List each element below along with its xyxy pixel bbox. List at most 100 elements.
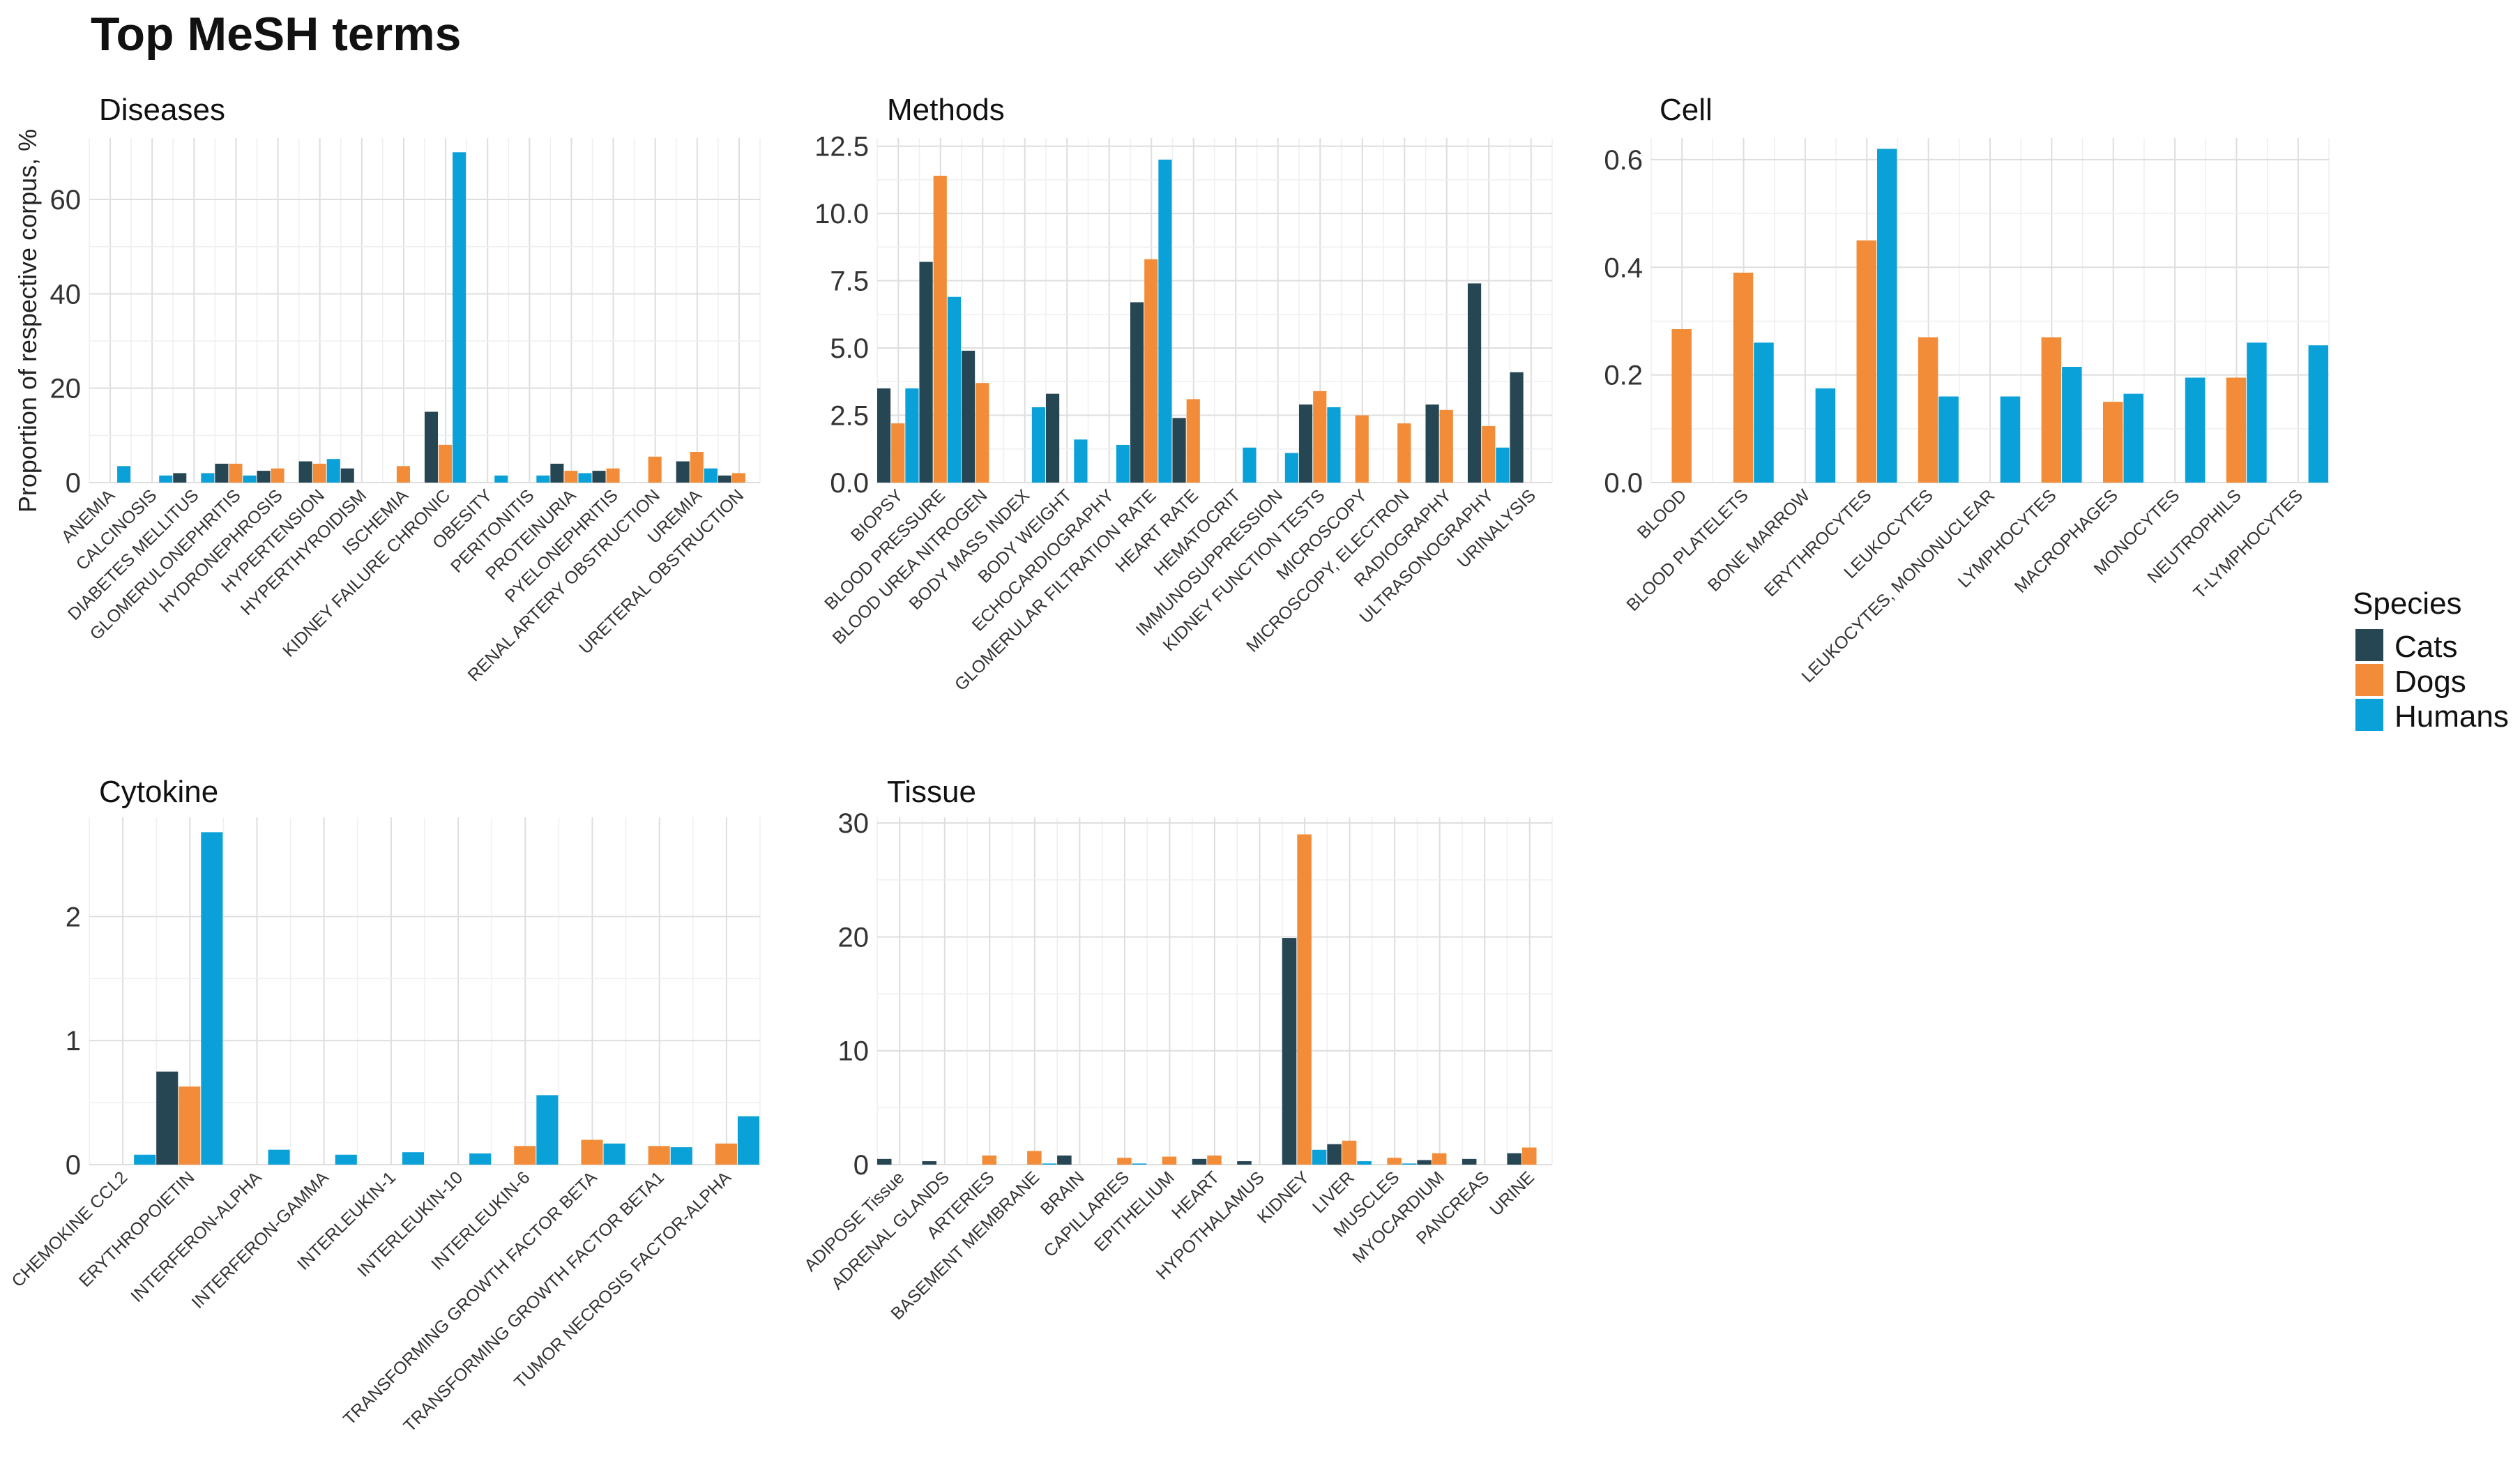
bar-diseases-glomerulonephritis-dogs (229, 463, 243, 483)
bar-cell-leukocytes-humans (1938, 396, 1959, 483)
bar-tissue-muscles-humans (1402, 1163, 1417, 1165)
bar-cell-lymphocytes-dogs (2041, 337, 2062, 483)
y-tick-label: 5.0 (830, 333, 869, 364)
bar-tissue-adipose-tissue-cats (877, 1158, 892, 1165)
y-tick-label: 0.4 (1604, 252, 1643, 283)
bar-diseases-diabetes-mellitus-cats (173, 473, 187, 483)
y-tick-label: 0.0 (830, 468, 869, 499)
x-tick-label: INTERFERON-GAMMA (188, 1167, 333, 1312)
bar-cell-bone-marrow-humans (1815, 388, 1836, 483)
bar-cell-leukocytes-dogs (1918, 337, 1938, 483)
x-tick-label: ERYTHROPOIETIN (75, 1167, 199, 1291)
bar-cell-macrophages-humans (2123, 393, 2143, 483)
bar-tissue-capillaries-dogs (1117, 1158, 1132, 1165)
bar-cell-erythrocytes-dogs (1856, 240, 1876, 483)
bar-methods-blood-urea-nitrogen-dogs (976, 383, 989, 483)
bar-tissue-kidney-cats (1282, 938, 1297, 1165)
bar-diseases-anemia-humans (117, 466, 131, 483)
y-tick-label: 0.2 (1604, 361, 1643, 391)
bar-cytokine-erythropoietin-humans (201, 832, 223, 1165)
panel-title-diseases: Diseases (99, 93, 225, 127)
bar-cytokine-transforming-growth-factor-beta1-dogs (648, 1146, 670, 1165)
bar-diseases-ureteral-obstruction-cats (718, 475, 731, 483)
legend-title: Species (2353, 586, 2462, 621)
bar-cytokine-transforming-growth-factor-beta-humans (603, 1143, 625, 1165)
bar-methods-biopsy-cats (877, 388, 891, 483)
bar-methods-biopsy-dogs (891, 423, 905, 483)
bar-methods-microscopy-dogs (1355, 415, 1369, 483)
bar-cell-leukocytes-mononuclear-humans (2000, 396, 2021, 483)
panel-title-methods: Methods (887, 93, 1005, 127)
bar-tissue-myocardium-dogs (1432, 1153, 1447, 1165)
bar-diseases-calcinosis-humans (159, 475, 173, 483)
bar-cell-blood-platelets-humans (1754, 342, 1774, 483)
y-tick-label: 10 (838, 1036, 870, 1067)
bar-diseases-peritonitis-humans (536, 475, 550, 483)
bar-cytokine-interferon-gamma-humans (335, 1154, 357, 1165)
bar-methods-biopsy-humans (905, 388, 919, 483)
bar-cytokine-erythropoietin-dogs (179, 1086, 201, 1165)
bar-tissue-brain-cats (1057, 1155, 1072, 1165)
bar-diseases-kidney-failure-chronic-dogs (439, 444, 453, 483)
bar-tissue-adrenal-glands-cats (922, 1161, 937, 1165)
bar-diseases-obesity-humans (494, 475, 508, 483)
bar-tissue-arteries-dogs (982, 1155, 997, 1165)
bar-tissue-myocardium-cats (1417, 1160, 1432, 1165)
y-tick-label: 0.6 (1604, 145, 1643, 176)
y-tick-label: 1 (66, 1026, 81, 1057)
bar-tissue-liver-humans (1357, 1161, 1372, 1165)
bar-cytokine-tumor-necrosis-factor-alpha-humans (737, 1116, 759, 1165)
y-tick-label: 2.5 (830, 401, 869, 432)
bar-diseases-hypertension-dogs (312, 463, 326, 483)
bar-cytokine-interferon-alpha-humans (268, 1149, 290, 1165)
bar-diseases-pyelonephritis-cats (592, 471, 606, 483)
bar-methods-glomerular-filtration-rate-humans (1158, 159, 1172, 483)
bar-diseases-diabetes-mellitus-humans (201, 473, 215, 483)
y-axis-label: Proportion of respective corpus, % (13, 129, 42, 513)
bar-methods-body-weight-cats (1046, 393, 1060, 483)
bar-tissue-basement-membrane-dogs (1027, 1151, 1042, 1165)
legend-label-humans: Humans (2394, 699, 2509, 734)
bar-cytokine-interleukin-6-dogs (514, 1146, 536, 1165)
bar-tissue-liver-cats (1327, 1144, 1342, 1165)
bar-diseases-uremia-dogs (690, 452, 704, 483)
bar-tissue-liver-dogs (1342, 1140, 1357, 1165)
panel-title-cell: Cell (1660, 93, 1713, 127)
bar-methods-immunosuppression-humans (1284, 453, 1298, 483)
bar-tissue-heart-cats (1192, 1158, 1207, 1165)
bar-cytokine-transforming-growth-factor-beta-dogs (581, 1140, 603, 1165)
bar-cell-blood-platelets-dogs (1733, 272, 1754, 483)
bar-cell-erythrocytes-humans (1877, 149, 1897, 483)
bar-methods-glomerular-filtration-rate-dogs (1144, 259, 1158, 483)
y-tick-label: 0.0 (1604, 468, 1643, 499)
y-tick-label: 12.5 (814, 132, 869, 162)
bar-diseases-kidney-failure-chronic-cats (425, 411, 439, 483)
x-tick-label: INTERFERON-ALPHA (127, 1167, 266, 1306)
bar-methods-hematocrit-humans (1243, 447, 1257, 483)
bar-diseases-ureteral-obstruction-dogs (731, 473, 745, 483)
bar-cell-macrophages-dogs (2103, 402, 2123, 483)
bar-methods-radiography-cats (1425, 404, 1439, 483)
bar-cytokine-erythropoietin-cats (156, 1071, 179, 1165)
bar-methods-body-weight-humans (1074, 439, 1088, 483)
bar-tissue-capillaries-humans (1132, 1163, 1147, 1165)
bar-tissue-hypothalamus-cats (1237, 1161, 1252, 1165)
bar-cell-neutrophils-humans (2247, 342, 2267, 483)
legend: Species Cats Dogs Humans (2353, 586, 2509, 734)
bar-tissue-kidney-dogs (1297, 834, 1312, 1165)
bar-methods-blood-pressure-humans (947, 296, 961, 483)
bar-diseases-hyperthyroidism-cats (340, 468, 354, 483)
bar-diseases-glomerulonephritis-humans (243, 475, 257, 483)
x-tick-label: CHEMOKINE CCL2 (8, 1167, 131, 1291)
bar-tissue-heart-dogs (1207, 1155, 1222, 1165)
y-tick-label: 0 (853, 1150, 869, 1181)
bar-diseases-proteinuria-humans (578, 473, 592, 483)
panel-title-tissue: Tissue (887, 775, 976, 809)
bar-tissue-urine-cats (1507, 1153, 1521, 1165)
x-tick-label: BLOOD PLATELETS (1623, 485, 1752, 615)
bar-methods-heart-rate-dogs (1186, 399, 1200, 483)
x-tick-label: TRANSFORMING GROWTH FACTOR BETA (340, 1167, 601, 1429)
bar-cell-neutrophils-dogs (2226, 377, 2247, 483)
bar-cell-t-lymphocytes-humans (2308, 345, 2328, 483)
